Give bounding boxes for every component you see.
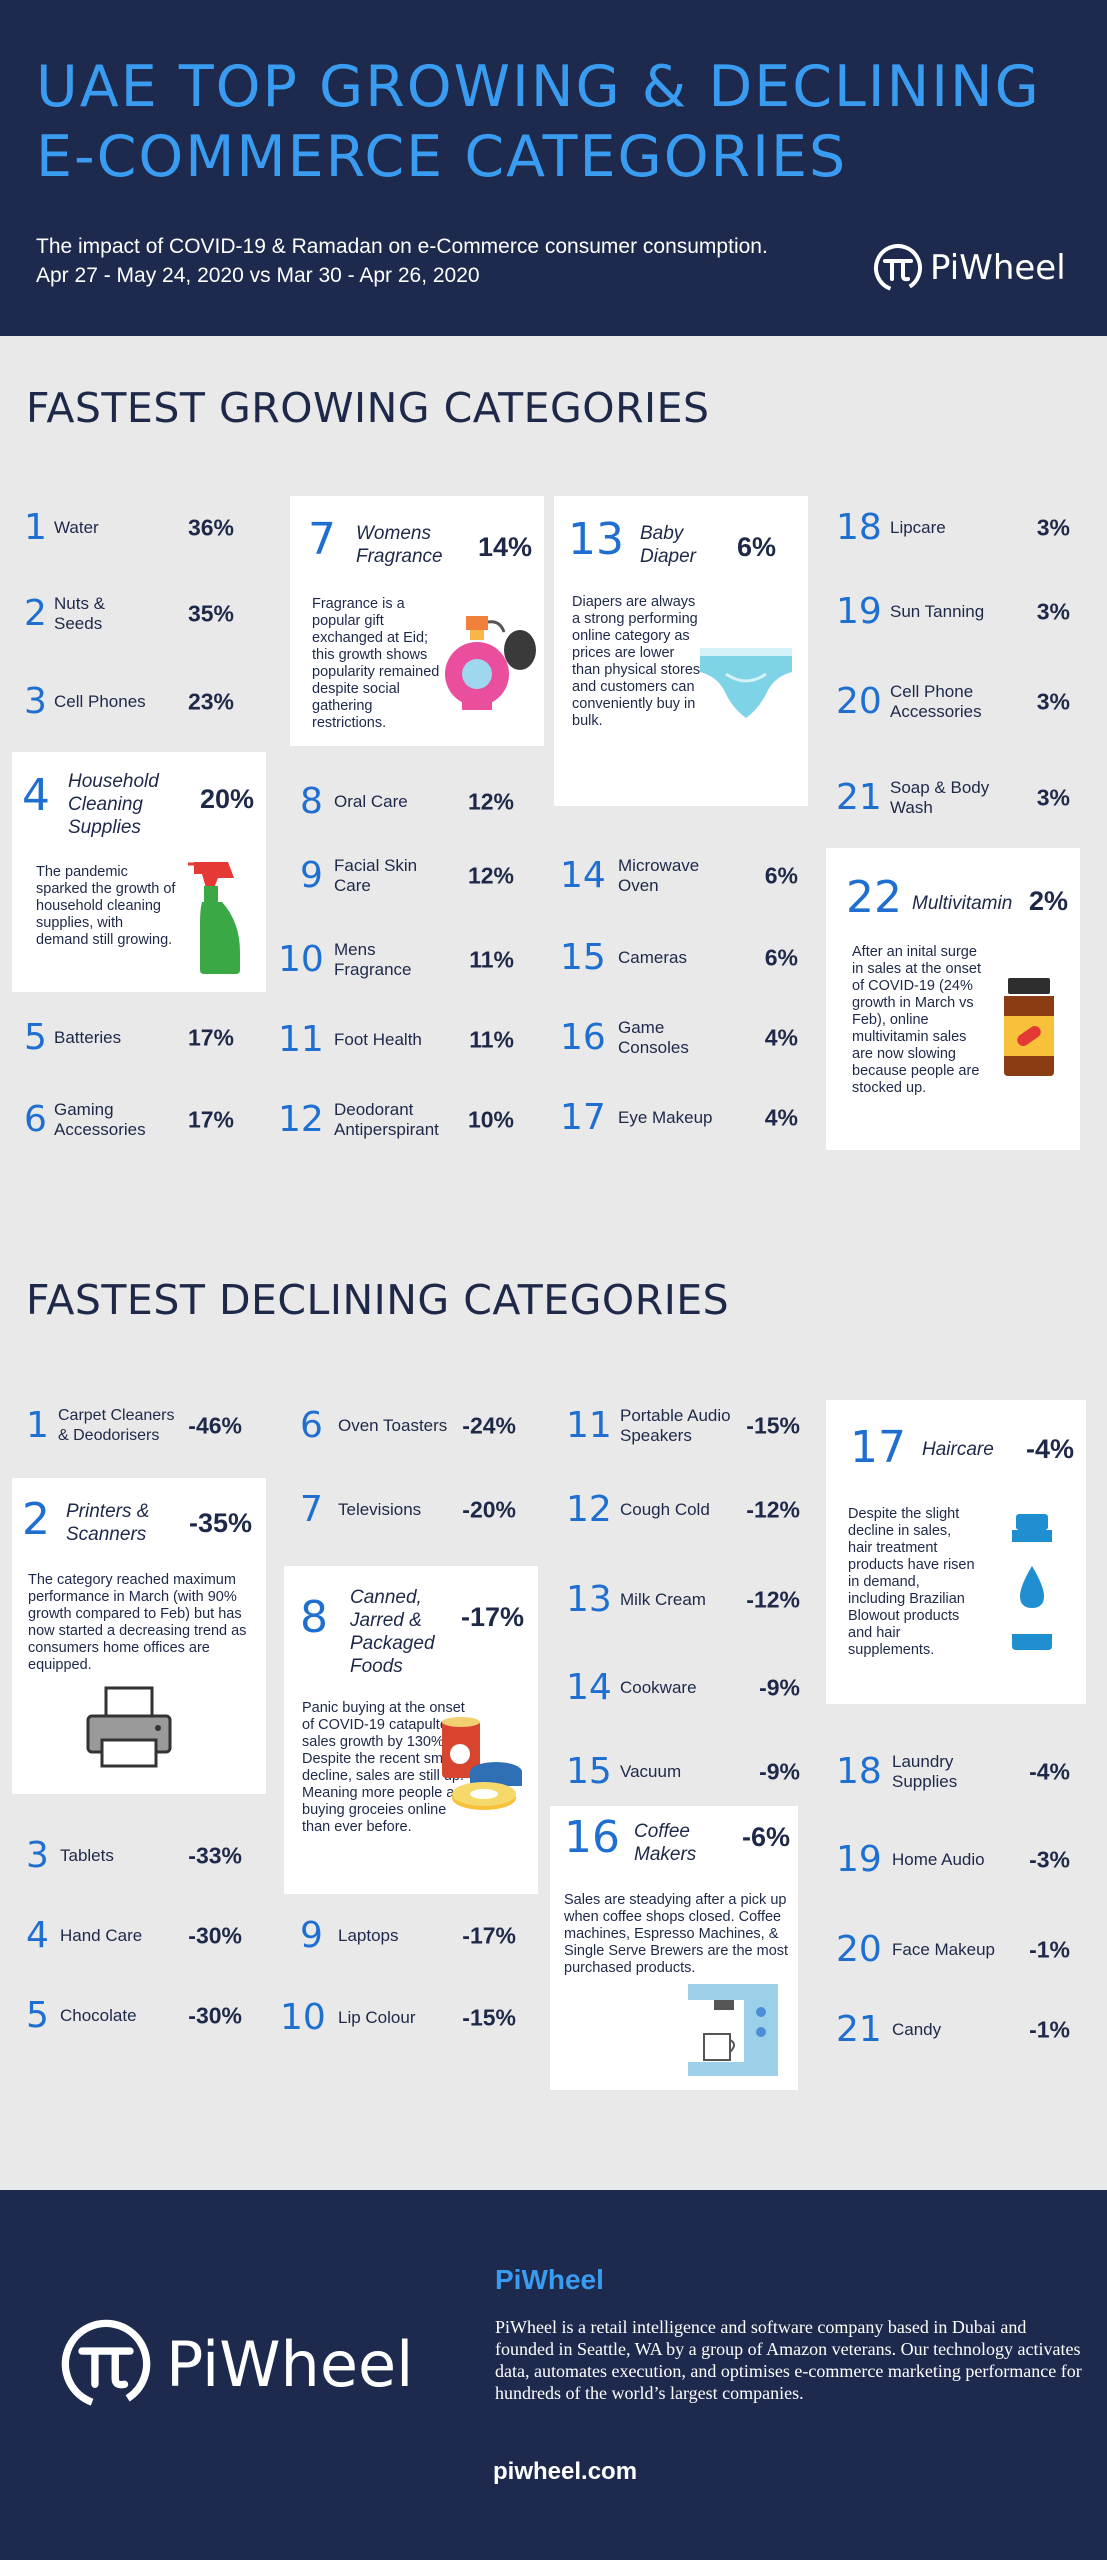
list-item: 9 Facial Skin Care 12% xyxy=(300,855,514,896)
list-item: 10 Lip Colour -15% xyxy=(280,1997,516,2038)
canned-food-icon xyxy=(442,1717,522,1810)
footer-url-link[interactable]: piwheel.com xyxy=(493,2458,638,2485)
list-item: 20 Cell Phone Accessories 3% xyxy=(836,681,1070,722)
list-item: 3 Cell Phones 23% xyxy=(24,681,234,722)
declining-section-title: FASTEST DECLINING CATEGORIES xyxy=(26,1276,730,1324)
perfume-icon xyxy=(445,616,536,710)
header-logo: PiWheel xyxy=(872,240,1072,296)
list-item: 19 Sun Tanning 3% xyxy=(836,591,1070,632)
list-item: 14 Cookware -9% xyxy=(566,1667,800,1708)
pill-bottle-icon xyxy=(1004,978,1054,1076)
page-subtitle: The impact of COVID-19 & Ramadan on e-Co… xyxy=(36,235,768,287)
list-item: 15 Vacuum -9% xyxy=(566,1751,800,1792)
diaper-icon xyxy=(700,648,792,718)
list-item: 8 Oral Care 12% xyxy=(300,781,514,822)
list-item: 17 Eye Makeup 4% xyxy=(560,1097,798,1138)
list-item: 7 Televisions -20% xyxy=(300,1489,516,1530)
list-item: 14 Microwave Oven 6% xyxy=(560,855,798,896)
category-card-haircare: 17 Haircare -4% Despite the slight decli… xyxy=(826,1400,1086,1704)
list-item: 2 Nuts & Seeds 35% xyxy=(24,593,234,634)
list-item: 13 Milk Cream -12% xyxy=(566,1579,800,1620)
list-item: 4 Hand Care -30% xyxy=(26,1915,242,1956)
coffee-maker-icon xyxy=(688,1984,778,2076)
category-card-canned-foods: 8 Canned, Jarred & Packaged Foods -17% P… xyxy=(284,1566,538,1894)
footer-description: PiWheel is a retail intelligence and sof… xyxy=(495,2317,1082,2403)
pi-logo-icon xyxy=(61,2319,151,2409)
category-card-coffee-makers: 16 Coffee Makers -6% Sales are steadying… xyxy=(550,1806,798,2090)
footer-logo: PiWheel xyxy=(58,2314,438,2414)
category-card-household-cleaning: 4 Household Cleaning Supplies 20% The pa… xyxy=(12,752,266,992)
footer-brand: PiWheel xyxy=(495,2264,604,2295)
list-item: 6 Gaming Accessories 17% xyxy=(24,1099,234,1140)
list-item: 12 Deodorant Antiperspirant 10% xyxy=(278,1099,514,1140)
list-item: 6 Oven Toasters -24% xyxy=(300,1405,516,1446)
list-item: 12 Cough Cold -12% xyxy=(566,1489,800,1530)
list-item: 19 Home Audio -3% xyxy=(836,1839,1070,1880)
list-item: 20 Face Makeup -1% xyxy=(836,1929,1070,1970)
list-item: 16 Game Consoles 4% xyxy=(560,1017,798,1058)
shampoo-icon xyxy=(1012,1514,1052,1650)
list-item: 3 Tablets -33% xyxy=(26,1835,242,1876)
printer-icon xyxy=(86,1686,172,1768)
header-banner xyxy=(0,0,1107,336)
list-item: 18 Laundry Supplies -4% xyxy=(836,1751,1070,1792)
list-item: 11 Foot Health 11% xyxy=(278,1019,514,1060)
list-item: 18 Lipcare 3% xyxy=(836,507,1070,548)
list-item: 1 Water 36% xyxy=(24,507,234,548)
spray-bottle-icon xyxy=(188,862,240,974)
category-card-multivitamin: 22 Multivitamin 2% After an inital surge… xyxy=(826,848,1080,1150)
category-card-baby-diaper: 13 Baby Diaper 6% Diapers are always a s… xyxy=(554,496,808,806)
list-item: 9 Laptops -17% xyxy=(300,1915,516,1956)
category-card-printers-scanners: 2 Printers & Scanners -35% The category … xyxy=(12,1478,266,1794)
category-card-womens-fragrance: 7 Womens Fragrance 14% Fragrance is a po… xyxy=(290,496,544,746)
list-item: 21 Candy -1% xyxy=(836,2009,1070,2050)
list-item: 5 Batteries 17% xyxy=(24,1017,234,1058)
list-item: 21 Soap & Body Wash 3% xyxy=(836,777,1070,818)
list-item: 10 Mens Fragrance 11% xyxy=(278,939,514,980)
footer-banner xyxy=(0,2190,1107,2560)
logo-wordmark: PiWheel xyxy=(166,2328,414,2401)
growing-section-title: FASTEST GROWING CATEGORIES xyxy=(26,384,710,432)
list-item: 5 Chocolate -30% xyxy=(26,1995,242,2036)
list-item: 1 Carpet Cleaners & Deodorisers -46% xyxy=(26,1405,242,1446)
list-item: 11 Portable Audio Speakers -15% xyxy=(566,1405,800,1446)
logo-wordmark: PiWheel xyxy=(930,248,1066,288)
pi-logo-icon xyxy=(874,244,922,292)
page-title: UAE TOP GROWING & DECLINING E-COMMERCE C… xyxy=(36,54,1041,190)
list-item: 15 Cameras 6% xyxy=(560,937,798,978)
